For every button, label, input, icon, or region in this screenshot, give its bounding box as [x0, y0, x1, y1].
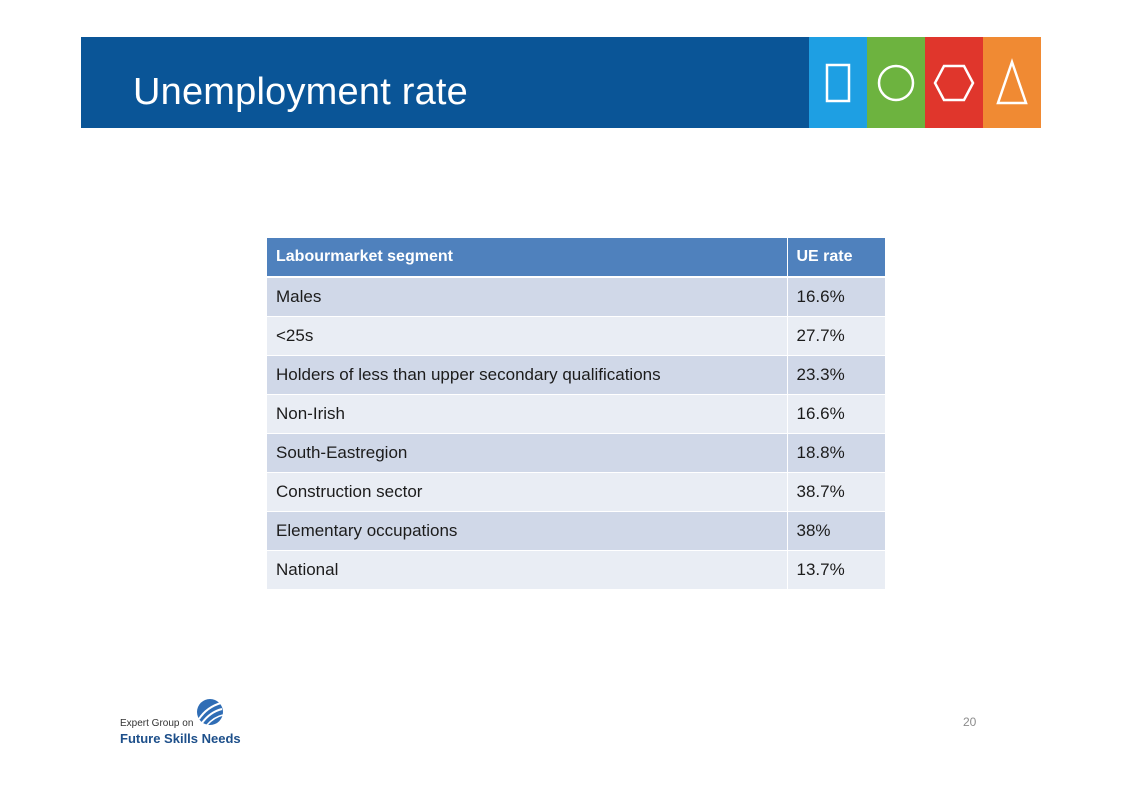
triangle-tile — [983, 37, 1041, 128]
table-row: Males 16.6% — [267, 277, 885, 317]
segment-cell: Construction sector — [267, 472, 787, 512]
segment-cell: Elementary occupations — [267, 511, 787, 551]
segment-cell: <25s — [267, 316, 787, 356]
circle-outline-icon — [877, 64, 915, 101]
rate-cell: 38% — [786, 511, 885, 551]
circle-tile — [867, 37, 925, 128]
logo-name: Future Skills Needs — [120, 731, 241, 746]
future-skills-logo: Expert Group on Future Skills Needs — [120, 697, 260, 749]
rate-cell: 16.6% — [786, 394, 885, 434]
page-number: 20 — [963, 715, 977, 729]
table-row: Construction sector 38.7% — [267, 472, 885, 512]
unemployment-table: Labourmarket segment UE rate Males 16.6%… — [267, 238, 885, 590]
hexagon-outline-icon — [933, 64, 975, 101]
rate-cell: 27.7% — [786, 316, 885, 356]
rate-cell: 23.3% — [786, 355, 885, 395]
segment-cell: Holders of less than upper secondary qua… — [267, 355, 787, 395]
rate-cell: 13.7% — [786, 550, 885, 590]
shape-icon-strip — [809, 37, 1041, 128]
table-header-row: Labourmarket segment UE rate — [267, 238, 885, 278]
logo-subtitle: Expert Group on — [120, 718, 194, 729]
triangle-outline-icon — [996, 57, 1028, 104]
column-header-segment: Labourmarket segment — [267, 238, 787, 278]
segment-cell: Males — [267, 277, 787, 317]
segment-cell: National — [267, 550, 787, 590]
rate-cell: 38.7% — [786, 472, 885, 512]
table-row: Elementary occupations 38% — [267, 511, 885, 551]
column-header-ue-rate: UE rate — [786, 238, 885, 278]
rectangle-tile — [809, 37, 867, 128]
segment-cell: Non-Irish — [267, 394, 787, 434]
rectangle-outline-icon — [825, 63, 851, 102]
rate-cell: 18.8% — [786, 433, 885, 473]
table-row: South-Eastregion 18.8% — [267, 433, 885, 473]
title-bar: Unemployment rate — [81, 37, 809, 128]
page-title: Unemployment rate — [133, 71, 468, 113]
logo-mark-icon — [197, 699, 224, 726]
hexagon-tile — [925, 37, 983, 128]
segment-cell: South-Eastregion — [267, 433, 787, 473]
table-row: Non-Irish 16.6% — [267, 394, 885, 434]
table-row: Holders of less than upper secondary qua… — [267, 355, 885, 395]
rate-cell: 16.6% — [786, 277, 885, 317]
table-row: <25s 27.7% — [267, 316, 885, 356]
table-row: National 13.7% — [267, 550, 885, 590]
